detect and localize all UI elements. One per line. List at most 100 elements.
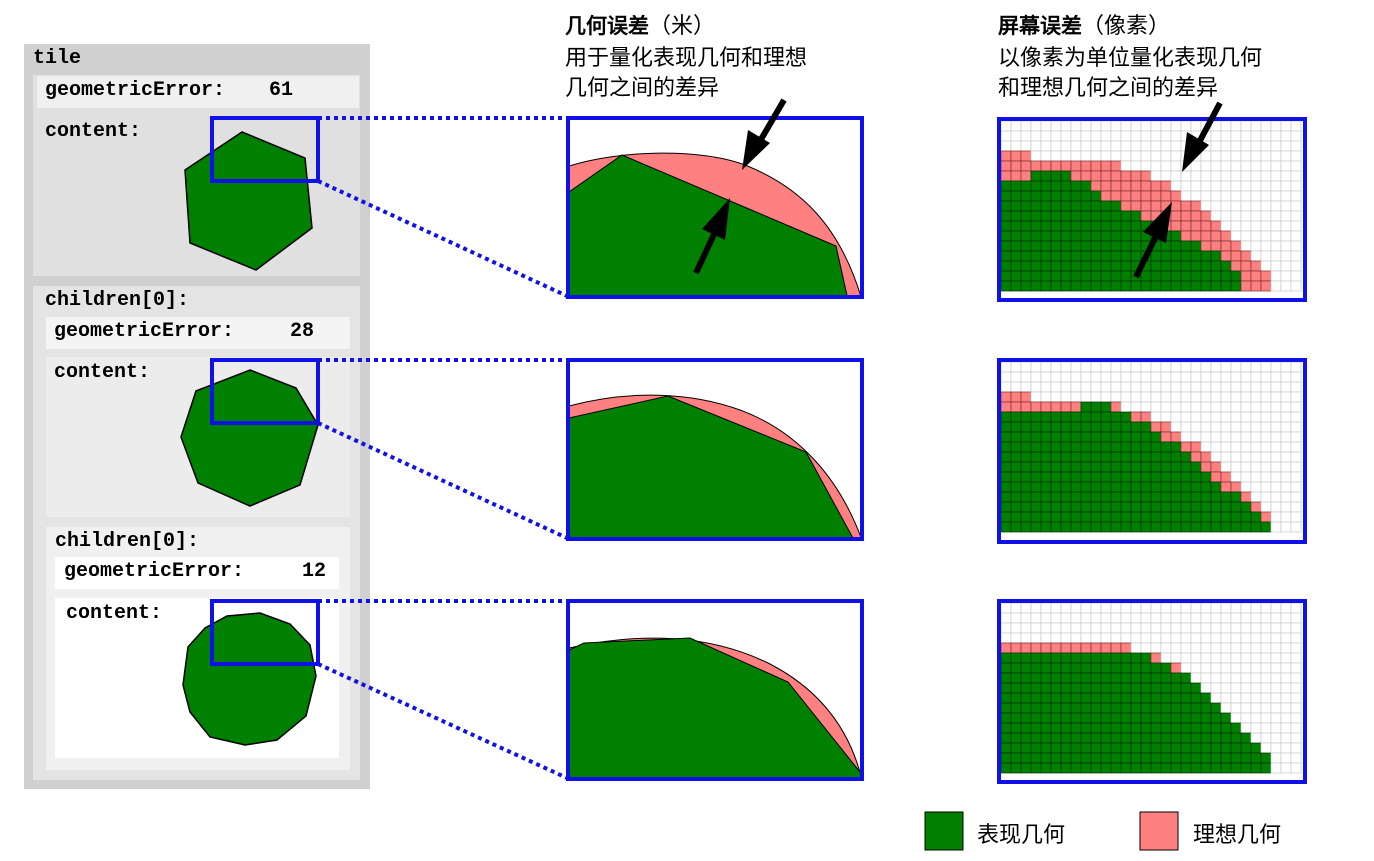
pixel-cell bbox=[1000, 752, 1012, 764]
pixel-cell bbox=[1080, 702, 1092, 714]
geometric-zoom-panel-2 bbox=[569, 360, 862, 538]
pixel-cell bbox=[1290, 250, 1302, 262]
pixel-cell bbox=[1020, 421, 1032, 433]
pixel-cell bbox=[1270, 642, 1282, 654]
pixel-cell bbox=[1180, 461, 1192, 473]
pixel-cell bbox=[1170, 662, 1182, 674]
pixel-cell bbox=[1160, 722, 1172, 734]
pixel-cell bbox=[1220, 521, 1232, 533]
pixel-cell bbox=[1170, 431, 1182, 443]
pixel-cell bbox=[1120, 220, 1132, 232]
pixel-cell bbox=[1110, 280, 1122, 292]
pixel-cell bbox=[1000, 130, 1012, 142]
pixel-cell bbox=[1050, 270, 1062, 282]
pixel-cell bbox=[1260, 391, 1272, 403]
pixel-cell bbox=[1200, 431, 1212, 443]
pixel-cell bbox=[1160, 521, 1172, 533]
pixel-cell bbox=[1150, 662, 1162, 674]
pixel-cell bbox=[1040, 451, 1052, 463]
pixel-cell bbox=[1290, 742, 1302, 754]
pixel-cell bbox=[1100, 140, 1112, 152]
pixel-cell bbox=[1110, 150, 1122, 162]
pixel-cell bbox=[1190, 240, 1202, 252]
pixel-cell bbox=[1030, 431, 1042, 443]
pixel-cell bbox=[1270, 762, 1282, 774]
pixel-cell bbox=[1010, 210, 1022, 222]
pixel-cell bbox=[1120, 511, 1132, 523]
pixel-cell bbox=[1230, 662, 1242, 674]
pixel-cell bbox=[1210, 622, 1222, 634]
pixel-cell bbox=[1080, 762, 1092, 774]
pixel-cell bbox=[1170, 692, 1182, 704]
pixel-cell bbox=[1070, 220, 1082, 232]
pixel-cell bbox=[1010, 752, 1022, 764]
screen-pixel-grid-3 bbox=[1000, 602, 1302, 774]
pixel-cell bbox=[1180, 682, 1192, 694]
pixel-cell bbox=[1190, 200, 1202, 212]
pixel-cell bbox=[1050, 632, 1062, 644]
pixel-cell bbox=[1100, 702, 1112, 714]
pixel-cell bbox=[1020, 140, 1032, 152]
pixel-cell bbox=[1270, 130, 1282, 142]
pixel-cell bbox=[1170, 511, 1182, 523]
pixel-cell bbox=[1260, 732, 1272, 744]
pixel-cell bbox=[1260, 361, 1272, 373]
pixel-cell bbox=[1270, 210, 1282, 222]
pixel-cell bbox=[1010, 441, 1022, 453]
pixel-cell bbox=[1190, 371, 1202, 383]
pixel-cell bbox=[1210, 381, 1222, 393]
pixel-cell bbox=[1080, 160, 1092, 172]
pixel-cell bbox=[1220, 210, 1232, 222]
pixel-cell bbox=[1160, 481, 1172, 493]
pixel-cell bbox=[1250, 200, 1262, 212]
pixel-cell bbox=[1040, 722, 1052, 734]
pixel-cell bbox=[1100, 280, 1112, 292]
pixel-cell bbox=[1290, 421, 1302, 433]
pixel-cell bbox=[1150, 140, 1162, 152]
pixel-cell bbox=[1160, 150, 1172, 162]
pixel-cell bbox=[1020, 200, 1032, 212]
pixel-cell bbox=[1110, 180, 1122, 192]
pixel-cell bbox=[1090, 451, 1102, 463]
pixel-cell bbox=[1190, 270, 1202, 282]
pixel-cell bbox=[1110, 421, 1122, 433]
pixel-cell bbox=[1290, 441, 1302, 453]
pixel-cell bbox=[1150, 160, 1162, 172]
pixel-cell bbox=[1030, 732, 1042, 744]
pixel-cell bbox=[1210, 642, 1222, 654]
pixel-cell bbox=[1010, 120, 1022, 132]
pixel-cell bbox=[1050, 150, 1062, 162]
pixel-cell bbox=[1220, 200, 1232, 212]
pixel-cell bbox=[1270, 652, 1282, 664]
pixel-cell bbox=[1160, 662, 1172, 674]
pixel-cell bbox=[1200, 210, 1212, 222]
pixel-cell bbox=[1120, 622, 1132, 634]
pixel-cell bbox=[1140, 361, 1152, 373]
pixel-cell bbox=[1240, 260, 1252, 272]
pixel-cell bbox=[1110, 642, 1122, 654]
pixel-cell bbox=[1120, 371, 1132, 383]
pixel-cell bbox=[1140, 682, 1152, 694]
pixel-cell bbox=[1150, 511, 1162, 523]
pixel-cell bbox=[1180, 250, 1192, 262]
pixel-cell bbox=[1210, 190, 1222, 202]
pixel-cell bbox=[1220, 421, 1232, 433]
pixel-cell bbox=[1070, 140, 1082, 152]
pixel-cell bbox=[1030, 200, 1042, 212]
pixel-cell bbox=[1290, 431, 1302, 443]
pixel-cell bbox=[1090, 461, 1102, 473]
pixel-cell bbox=[1010, 190, 1022, 202]
pixel-cell bbox=[1040, 682, 1052, 694]
pixel-cell bbox=[1110, 381, 1122, 393]
pixel-cell bbox=[1140, 150, 1152, 162]
pixel-cell bbox=[1280, 612, 1292, 624]
pixel-cell bbox=[1080, 652, 1092, 664]
pixel-cell bbox=[1010, 642, 1022, 654]
pixel-cell bbox=[1110, 240, 1122, 252]
pixel-cell bbox=[1180, 260, 1192, 272]
pixel-cell bbox=[1000, 501, 1012, 513]
pixel-cell bbox=[1270, 692, 1282, 704]
pixel-cell bbox=[1200, 652, 1212, 664]
pixel-cell bbox=[1100, 411, 1112, 423]
pixel-cell bbox=[1250, 451, 1262, 463]
